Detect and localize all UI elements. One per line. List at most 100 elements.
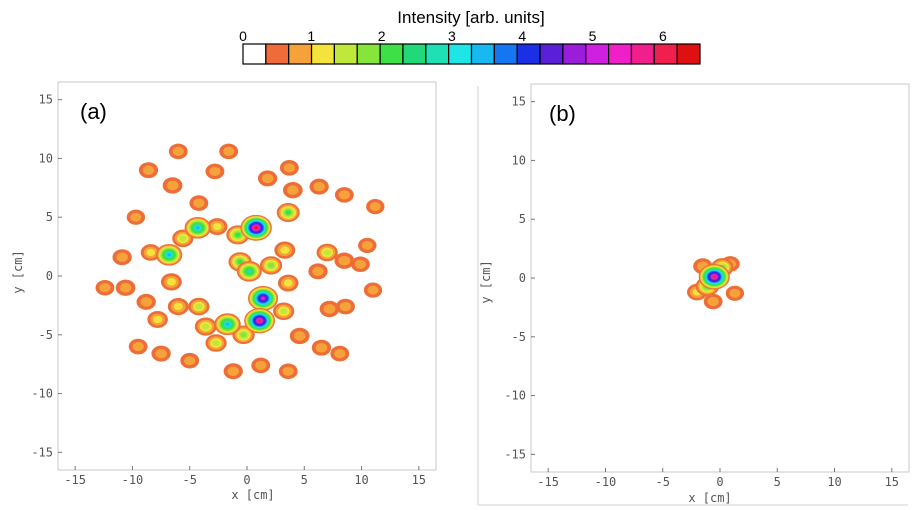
- x-tick-label: 5: [774, 475, 781, 489]
- intensity-blob: [358, 237, 377, 254]
- intensity-blob: [140, 244, 161, 261]
- intensity-contour: [323, 249, 331, 256]
- intensity-contour: [140, 297, 152, 307]
- intensity-contour: [261, 173, 274, 184]
- intensity-blob: [219, 143, 239, 160]
- intensity-contour: [258, 319, 261, 322]
- colorbar-cell: [242, 43, 267, 65]
- intensity-contour: [202, 323, 210, 330]
- intensity-blob: [240, 214, 272, 241]
- intensity-blob: [147, 311, 168, 328]
- intensity-contour: [119, 282, 132, 293]
- intensity-contour: [247, 269, 252, 274]
- intensity-blob: [236, 260, 262, 282]
- x-tick-label: -10: [122, 473, 144, 487]
- intensity-blob: [228, 252, 252, 272]
- colorbar-cell: [585, 43, 610, 65]
- x-tick-label: -5: [656, 475, 670, 489]
- intensity-blob: [205, 334, 227, 352]
- intensity-contour: [237, 259, 243, 265]
- intensity-contour: [254, 226, 258, 229]
- colorbar-cell: [539, 43, 564, 65]
- y-tick-label: -5: [39, 328, 53, 342]
- panel-a-label: (a): [80, 99, 107, 124]
- intensity-blob: [95, 279, 115, 296]
- intensity-contour: [166, 278, 176, 286]
- y-tick-label: 15: [39, 93, 53, 107]
- intensity-contour: [369, 202, 381, 212]
- intensity-contour: [227, 366, 240, 376]
- intensity-blob: [259, 256, 283, 275]
- intensity-blob: [309, 178, 329, 195]
- intensity-blob: [128, 338, 148, 355]
- intensity-contour: [334, 348, 346, 359]
- intensity-blob: [311, 339, 332, 356]
- intensity-blob: [155, 243, 183, 266]
- intensity-blob: [274, 241, 296, 259]
- intensity-blob: [168, 143, 188, 160]
- intensity-blob: [278, 363, 298, 380]
- intensity-contour: [285, 210, 291, 215]
- intensity-contour: [212, 222, 222, 231]
- y-tick-label: 15: [512, 95, 526, 109]
- intensity-blob: [167, 297, 189, 316]
- intensity-blob: [194, 317, 217, 336]
- intensity-contour: [167, 253, 172, 257]
- x-tick-label: 10: [827, 475, 841, 489]
- intensity-blob: [138, 162, 159, 179]
- x-tick-label: 15: [412, 473, 426, 487]
- y-tick-label: 10: [512, 153, 526, 167]
- intensity-contour: [707, 296, 719, 307]
- intensity-blob: [214, 313, 241, 336]
- intensity-blob: [115, 279, 136, 296]
- colorbar-cells: [242, 43, 701, 65]
- intensity-contour: [312, 266, 324, 277]
- intensity-contour: [255, 360, 267, 370]
- y-tick-label: 0: [46, 269, 53, 283]
- panel-b-y-ticks: 15 10 5 0 -5 -10 -15: [504, 95, 535, 461]
- x-tick-label: 0: [716, 475, 723, 489]
- panel-a-x-axis-label: x [cm]: [231, 488, 274, 502]
- intensity-blob: [126, 209, 146, 225]
- y-tick-label: 0: [519, 271, 526, 285]
- colorbar-cell: [333, 43, 358, 65]
- intensity-contour: [354, 259, 367, 269]
- y-tick-label: 5: [519, 212, 526, 226]
- intensity-contour: [116, 252, 128, 262]
- colorbar-cell: [607, 43, 633, 65]
- intensity-blob: [277, 274, 299, 292]
- intensity-contour: [339, 301, 352, 312]
- intensity-blob: [350, 256, 370, 273]
- colorbar-cell: [425, 43, 450, 65]
- colorbar-cell: [653, 43, 678, 65]
- intensity-blob: [698, 263, 730, 290]
- x-tick-label: 0: [243, 473, 250, 487]
- intensity-contour: [195, 303, 203, 310]
- intensity-contour: [225, 322, 230, 326]
- panel-a-y-ticks: 15 10 5 0 -5 -10 -15: [31, 93, 62, 459]
- colorbar-cell: [493, 43, 518, 65]
- colorbar-cell: [402, 43, 427, 65]
- intensity-blob: [206, 218, 228, 236]
- intensity-blob: [330, 345, 350, 362]
- colorbar-tick-label: 5: [589, 28, 597, 44]
- intensity-blob: [366, 199, 385, 215]
- intensity-blob: [251, 357, 271, 374]
- intensity-blob: [151, 345, 171, 362]
- intensity-blob: [308, 263, 328, 280]
- intensity-blob: [279, 160, 299, 176]
- colorbar-cell: [265, 43, 290, 65]
- panel-a-y-axis-label: y [cm]: [11, 250, 25, 293]
- intensity-contour: [209, 166, 221, 176]
- x-tick-label: -15: [537, 475, 559, 489]
- intensity-blob: [180, 352, 200, 369]
- intensity-blob: [703, 293, 723, 310]
- colorbar-cell: [356, 43, 381, 65]
- colorbar-cell: [310, 43, 335, 65]
- intensity-contour: [267, 262, 275, 268]
- intensity-contour: [223, 146, 235, 156]
- panel-a-x-ticks: -15 -10 -5 0 5 10 15: [64, 466, 426, 487]
- intensity-contour: [240, 332, 247, 338]
- intensity-blob: [725, 285, 745, 301]
